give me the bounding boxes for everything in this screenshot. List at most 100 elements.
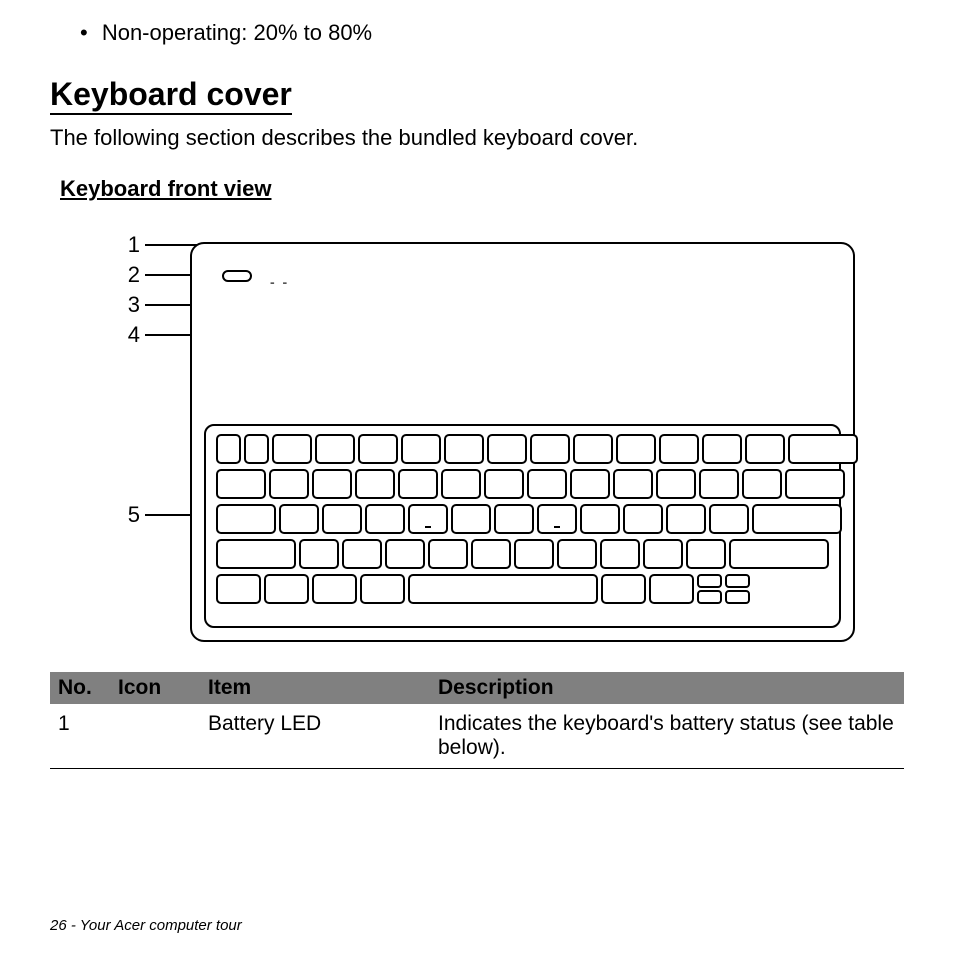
key [398, 469, 438, 499]
key [623, 504, 663, 534]
key [358, 434, 398, 464]
key [686, 539, 726, 569]
key [709, 504, 749, 534]
key [216, 504, 276, 534]
key [216, 469, 266, 499]
key [600, 539, 640, 569]
home-bump-icon [554, 526, 560, 528]
key [487, 434, 527, 464]
keyboard-diagram: 1 2 3 4 5 - - [50, 212, 880, 652]
key-half [697, 574, 722, 588]
footer-sep: - [67, 917, 80, 934]
key [666, 504, 706, 534]
key [494, 504, 534, 534]
key [299, 539, 339, 569]
key [785, 469, 845, 499]
key [272, 434, 312, 464]
key [360, 574, 405, 604]
key [702, 434, 742, 464]
th-description: Description [430, 672, 904, 704]
key [312, 469, 352, 499]
key [269, 469, 309, 499]
key [342, 539, 382, 569]
key [643, 539, 683, 569]
key [601, 574, 646, 604]
key [279, 504, 319, 534]
arrow-key-split [725, 574, 750, 604]
key [527, 469, 567, 499]
cell-icon [110, 704, 200, 769]
section-heading: Keyboard cover [50, 76, 292, 115]
key-half [725, 574, 750, 588]
key [216, 539, 296, 569]
key [745, 434, 785, 464]
key-half [725, 590, 750, 604]
key [216, 574, 261, 604]
key [514, 539, 554, 569]
key [312, 574, 357, 604]
key [408, 504, 448, 534]
th-icon: Icon [110, 672, 200, 704]
key [752, 504, 842, 534]
key [537, 504, 577, 534]
subsection-heading: Keyboard front view [60, 176, 904, 202]
key [788, 434, 858, 464]
key [484, 469, 524, 499]
table-body: 1Battery LEDIndicates the keyboard's bat… [50, 704, 904, 769]
keyboard-row [216, 434, 829, 464]
key [365, 504, 405, 534]
keyboard-row [216, 469, 829, 499]
key [649, 574, 694, 604]
table-header-row: No. Icon Item Description [50, 672, 904, 704]
th-no: No. [50, 672, 110, 704]
key [355, 469, 395, 499]
key [408, 574, 598, 604]
keyboard-keys-area [204, 424, 841, 628]
key [530, 434, 570, 464]
cell-no: 1 [50, 704, 110, 769]
key [570, 469, 610, 499]
key [659, 434, 699, 464]
parts-table: No. Icon Item Description 1Battery LEDIn… [50, 672, 904, 769]
keyboard-cover-outline: - - [190, 242, 855, 642]
key [616, 434, 656, 464]
footer-title: Your Acer computer tour [80, 917, 242, 934]
key [315, 434, 355, 464]
key [322, 504, 362, 534]
key [613, 469, 653, 499]
page-footer: 26 - Your Acer computer tour [50, 917, 242, 934]
key [729, 539, 829, 569]
callout-3: 3 [110, 292, 140, 318]
footer-page: 26 [50, 917, 67, 934]
table-row: 1Battery LEDIndicates the keyboard's bat… [50, 704, 904, 769]
key [244, 434, 269, 464]
key [428, 539, 468, 569]
key [557, 539, 597, 569]
key [401, 434, 441, 464]
key [444, 434, 484, 464]
key [742, 469, 782, 499]
cell-description: Indicates the keyboard's battery status … [430, 704, 904, 769]
key [580, 504, 620, 534]
led-dashes-icon: - - [270, 274, 289, 290]
leader-3h [145, 304, 190, 306]
key [471, 539, 511, 569]
keyboard-row [216, 539, 829, 569]
callout-5: 5 [110, 502, 140, 528]
bullet-text: Non-operating: 20% to 80% [102, 20, 372, 45]
key [573, 434, 613, 464]
arrow-key-split [697, 574, 722, 604]
key [656, 469, 696, 499]
key [451, 504, 491, 534]
key [216, 434, 241, 464]
key [699, 469, 739, 499]
key [385, 539, 425, 569]
th-item: Item [200, 672, 430, 704]
hinge-icon [222, 270, 252, 282]
keyboard-row [216, 504, 829, 534]
key-half [697, 590, 722, 604]
callout-1: 1 [110, 232, 140, 258]
keyboard-row [216, 574, 829, 604]
callout-2: 2 [110, 262, 140, 288]
key [441, 469, 481, 499]
